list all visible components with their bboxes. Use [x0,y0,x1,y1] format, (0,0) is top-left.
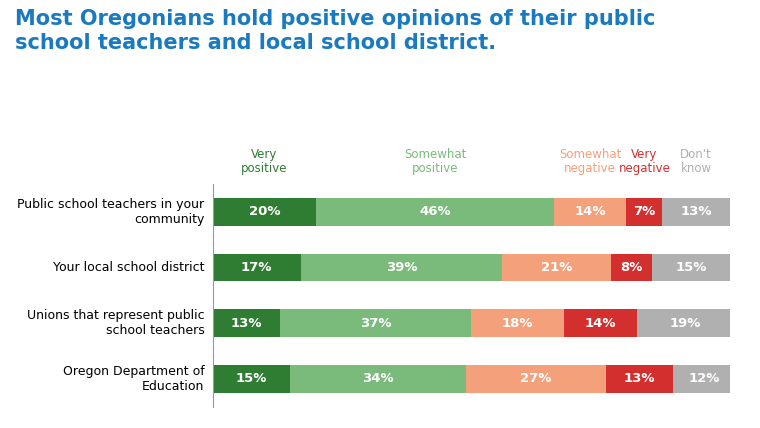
Bar [502,253,611,282]
Bar [606,365,673,393]
Text: 21%: 21% [541,261,572,274]
Bar [564,309,637,337]
Text: Very
positive: Very positive [241,148,288,175]
Bar [316,198,554,226]
Text: 15%: 15% [675,261,707,274]
Text: 8%: 8% [620,261,643,274]
Text: 13%: 13% [623,372,655,385]
Text: 19%: 19% [670,317,701,330]
Bar [471,309,564,337]
Bar [290,365,466,393]
Text: 27%: 27% [520,372,552,385]
Text: 13%: 13% [230,317,262,330]
Bar [213,309,280,337]
Text: 20%: 20% [249,205,280,218]
Text: 18%: 18% [502,317,534,330]
Text: 46%: 46% [420,205,451,218]
Text: Somewhat
negative: Somewhat negative [559,148,621,175]
Text: Very
negative: Very negative [619,148,670,175]
Text: 17%: 17% [241,261,272,274]
Bar [301,253,502,282]
Bar [626,198,663,226]
Text: Somewhat
positive: Somewhat positive [404,148,466,175]
Text: 14%: 14% [584,317,616,330]
Text: 15%: 15% [236,372,268,385]
Text: Don't
know: Don't know [680,148,712,175]
Text: 13%: 13% [680,205,712,218]
Bar [466,365,606,393]
Bar [280,309,471,337]
Text: 12%: 12% [688,372,720,385]
Bar [611,253,652,282]
Bar [652,253,730,282]
Bar [637,309,735,337]
Bar [213,198,316,226]
Bar [213,365,290,393]
Bar [554,198,626,226]
Text: 37%: 37% [359,317,391,330]
Bar [673,365,735,393]
Text: 7%: 7% [633,205,655,218]
Bar [663,198,730,226]
Text: Most Oregonians hold positive opinions of their public
school teachers and local: Most Oregonians hold positive opinions o… [15,9,656,53]
Text: 14%: 14% [575,205,606,218]
Text: 34%: 34% [363,372,394,385]
Bar [213,253,301,282]
Text: 39%: 39% [385,261,417,274]
